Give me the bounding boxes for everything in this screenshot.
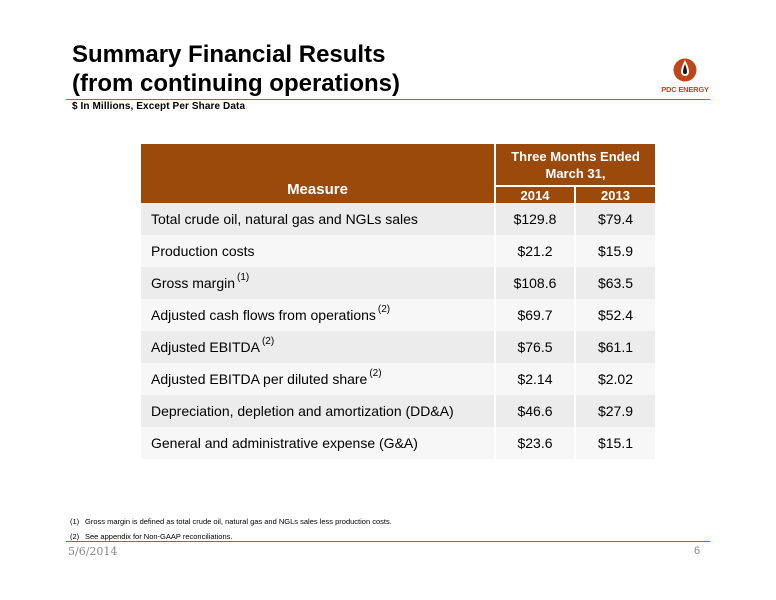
row-label-text: Adjusted EBITDA per diluted share	[151, 371, 368, 387]
value-2013: $63.5	[574, 267, 655, 299]
header-divider	[66, 99, 710, 100]
row-label-text: Total crude oil, natural gas and NGLs sa…	[151, 211, 418, 227]
row-label: Adjusted cash flows from operations (2)	[141, 299, 495, 331]
company-logo: PDC ENERGY	[660, 55, 710, 97]
value-2014: $76.5	[494, 331, 575, 363]
row-label: Adjusted EBITDA (2)	[141, 331, 495, 363]
value-2014: $129.8	[494, 203, 575, 235]
year-2014-header: 2014	[495, 186, 576, 203]
footnote-number: (1)	[70, 517, 80, 526]
footnote-ref: (2)	[377, 304, 391, 316]
table-row: Adjusted cash flows from operations (2) $…	[141, 299, 655, 331]
footnote-text: Gross margin is defined as total crude o…	[85, 517, 392, 526]
value-2013: $15.1	[574, 427, 655, 459]
value-2013: $52.4	[574, 299, 655, 331]
row-label: Adjusted EBITDA per diluted share (2)	[141, 363, 495, 395]
value-2013: $2.02	[574, 363, 655, 395]
table-row: Production costs $21.2 $15.9	[141, 235, 655, 267]
slide-date: 5/6/2014	[68, 545, 118, 558]
oil-drop-logo-icon	[673, 58, 697, 82]
row-label-text: General and administrative expense (G&A)	[151, 435, 418, 451]
value-2014: $21.2	[494, 235, 575, 267]
units-note: $ In Millions, Except Per Share Data	[72, 101, 246, 112]
year-2013-header: 2013	[601, 188, 630, 203]
value-2014: $69.7	[494, 299, 575, 331]
row-label-text: Gross margin	[151, 275, 236, 291]
page-number: 6	[694, 545, 701, 557]
footer-divider	[66, 541, 710, 542]
table-row: Depreciation, depletion and amortization…	[141, 395, 655, 427]
logo-text: PDC ENERGY	[661, 85, 709, 94]
row-label: General and administrative expense (G&A)	[141, 427, 495, 459]
footnote-ref: (2)	[261, 336, 275, 348]
value-2013: $15.9	[574, 235, 655, 267]
financial-results-table: Measure Three Months Ended March 31, 201…	[141, 144, 655, 459]
row-label: Depreciation, depletion and amortization…	[141, 395, 495, 427]
measure-column-header: Measure	[141, 144, 496, 203]
row-label-text: Production costs	[151, 243, 255, 259]
row-label: Gross margin (1)	[141, 267, 495, 299]
value-2014: $46.6	[494, 395, 575, 427]
row-label: Production costs	[141, 235, 495, 267]
title-line-2: (from continuing operations)	[72, 70, 400, 97]
table-row: Adjusted EBITDA per diluted share (2) $2.…	[141, 363, 655, 395]
row-label: Total crude oil, natural gas and NGLs sa…	[141, 203, 495, 235]
footnote-ref: (1)	[237, 272, 250, 284]
value-2013: $27.9	[574, 395, 655, 427]
value-2014: $108.6	[494, 267, 575, 299]
title-line-1: Summary Financial Results	[72, 41, 386, 68]
value-2014: $23.6	[494, 427, 575, 459]
row-label-text: Adjusted EBITDA	[151, 339, 260, 355]
footnote-text: See appendix for Non-GAAP reconciliation…	[85, 532, 233, 541]
table-row: Gross margin (1) $108.6 $63.5	[141, 267, 655, 299]
period-column-header: Three Months Ended March 31,	[495, 144, 655, 187]
value-2014: $2.14	[494, 363, 575, 395]
table-row: General and administrative expense (G&A)…	[141, 427, 655, 459]
slide-title: Summary Financial Results (from continui…	[72, 40, 592, 98]
table-row: Adjusted EBITDA (2) $76.5 $61.1	[141, 331, 655, 363]
row-label-text: Depreciation, depletion and amortization…	[151, 403, 454, 419]
value-2013: $61.1	[574, 331, 655, 363]
footnote-number: (2)	[70, 532, 80, 541]
footnote-ref: (2)	[369, 368, 382, 380]
table-row: Total crude oil, natural gas and NGLs sa…	[141, 203, 655, 235]
value-2013: $79.4	[574, 203, 655, 235]
row-label-text: Adjusted cash flows from operations	[151, 307, 376, 323]
